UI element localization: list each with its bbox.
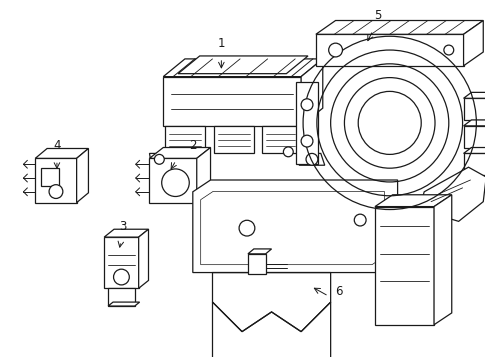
Circle shape (239, 220, 254, 236)
Bar (149, 158, 196, 203)
Text: 6: 6 (334, 285, 342, 298)
Bar (165, 126, 204, 153)
Bar (214, 126, 253, 153)
Polygon shape (299, 153, 324, 165)
Polygon shape (463, 21, 482, 66)
Polygon shape (418, 167, 485, 221)
Polygon shape (104, 229, 148, 237)
Bar (261, 126, 299, 153)
Circle shape (301, 99, 312, 111)
Polygon shape (247, 249, 271, 254)
Bar (35, 158, 77, 203)
Polygon shape (463, 120, 488, 126)
Polygon shape (192, 180, 397, 273)
Circle shape (443, 45, 453, 55)
Circle shape (301, 135, 312, 147)
Polygon shape (139, 229, 148, 288)
Circle shape (113, 269, 129, 285)
Polygon shape (35, 148, 88, 158)
Bar (163, 77, 301, 126)
Polygon shape (315, 21, 482, 34)
Polygon shape (178, 56, 307, 74)
Circle shape (283, 147, 293, 157)
Bar (374, 207, 433, 325)
Polygon shape (196, 148, 210, 203)
Polygon shape (149, 148, 210, 158)
Circle shape (154, 154, 164, 164)
Text: 2: 2 (189, 139, 196, 152)
Polygon shape (77, 148, 88, 203)
Polygon shape (463, 93, 488, 98)
Text: 5: 5 (373, 9, 381, 22)
Bar (41, 168, 59, 186)
Bar (463, 126, 488, 148)
Circle shape (305, 153, 317, 165)
Bar (296, 82, 317, 164)
Bar (247, 254, 265, 274)
Polygon shape (108, 302, 140, 306)
Text: 4: 4 (53, 139, 61, 152)
Text: 1: 1 (217, 37, 224, 50)
Circle shape (49, 185, 63, 198)
Polygon shape (433, 195, 451, 325)
Polygon shape (163, 59, 322, 77)
Text: 3: 3 (119, 220, 126, 233)
Circle shape (162, 169, 189, 197)
Bar (104, 237, 139, 288)
Polygon shape (301, 59, 322, 126)
Polygon shape (463, 148, 488, 153)
Bar (108, 288, 135, 306)
Polygon shape (374, 195, 451, 207)
Bar (463, 153, 488, 175)
Polygon shape (149, 153, 169, 165)
Circle shape (328, 43, 342, 57)
Circle shape (353, 214, 366, 226)
Bar (315, 34, 463, 66)
Bar (463, 98, 488, 120)
